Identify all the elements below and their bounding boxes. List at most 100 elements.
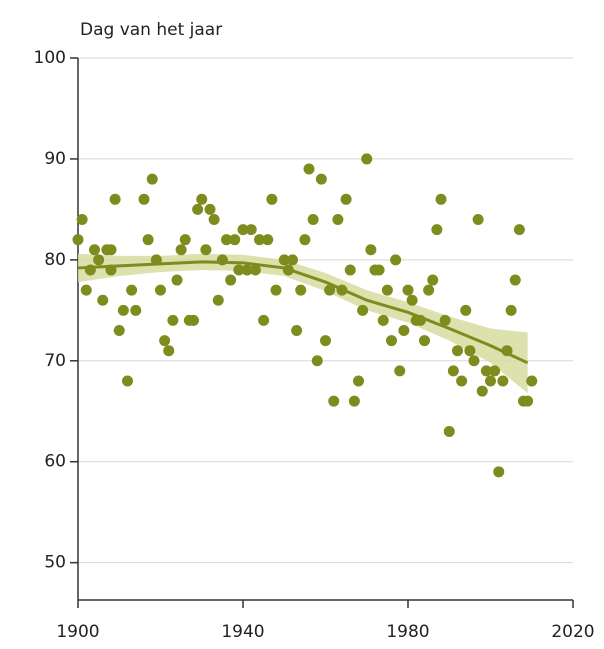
point — [357, 304, 369, 316]
y-tick-label: 80 — [44, 250, 66, 270]
point — [192, 203, 204, 215]
point — [109, 193, 121, 205]
point — [386, 335, 397, 347]
point — [138, 193, 150, 205]
point — [295, 284, 307, 296]
point — [225, 274, 237, 286]
point — [163, 345, 175, 357]
point — [390, 254, 402, 266]
point — [76, 213, 88, 225]
point — [245, 224, 257, 236]
point — [113, 325, 125, 337]
point — [526, 375, 538, 387]
point — [105, 244, 117, 256]
point — [311, 355, 323, 367]
point — [522, 395, 534, 407]
point — [493, 466, 505, 478]
point — [188, 314, 199, 326]
point — [254, 234, 265, 246]
point — [435, 193, 447, 205]
point — [340, 193, 352, 205]
point — [443, 425, 455, 437]
point — [221, 234, 232, 246]
point — [431, 224, 443, 236]
point — [212, 294, 224, 306]
point — [258, 314, 270, 326]
point — [365, 244, 377, 256]
point — [89, 244, 100, 256]
point — [402, 284, 414, 296]
point — [142, 234, 154, 246]
point — [175, 244, 187, 256]
point — [237, 224, 249, 236]
point — [468, 355, 480, 367]
point — [93, 254, 105, 266]
point — [480, 365, 492, 377]
point — [291, 325, 303, 337]
point — [452, 345, 463, 357]
point — [324, 284, 336, 296]
point — [406, 294, 418, 306]
point — [509, 274, 521, 286]
point — [171, 274, 183, 286]
point — [381, 284, 393, 296]
point — [497, 375, 509, 387]
y-tick-label: 50 — [44, 553, 66, 573]
point — [344, 264, 356, 276]
x-tick-label: 1980 — [386, 622, 429, 642]
point — [485, 375, 496, 387]
point — [122, 375, 133, 387]
point — [489, 365, 501, 377]
point — [373, 264, 385, 276]
point — [361, 153, 373, 165]
point — [200, 244, 212, 256]
point — [130, 304, 142, 316]
point — [353, 375, 364, 387]
point — [394, 365, 406, 377]
point — [513, 224, 525, 236]
y-tick-label: 60 — [44, 452, 66, 472]
point — [447, 365, 459, 377]
y-tick-label: 90 — [44, 149, 66, 169]
point — [287, 254, 298, 266]
y-tick-label: 70 — [44, 351, 66, 371]
point — [320, 335, 331, 347]
point — [179, 234, 191, 246]
point — [348, 395, 360, 407]
x-tick-label: 2020 — [551, 622, 594, 642]
point — [456, 375, 468, 387]
point — [262, 234, 274, 246]
point — [460, 304, 472, 316]
point — [241, 264, 253, 276]
point — [229, 234, 241, 246]
y-tick-label: 100 — [34, 48, 66, 68]
point — [398, 325, 410, 337]
point — [427, 274, 439, 286]
point — [307, 213, 319, 225]
point — [72, 234, 84, 246]
point — [315, 173, 327, 185]
point — [146, 173, 158, 185]
y-axis-label: Dag van het jaar — [80, 20, 222, 40]
point — [155, 284, 166, 296]
point — [126, 284, 138, 296]
point — [270, 284, 282, 296]
point — [419, 335, 430, 347]
point — [204, 203, 216, 215]
point — [233, 264, 245, 276]
point — [332, 213, 344, 225]
x-tick-label: 1900 — [56, 622, 99, 642]
point — [159, 335, 171, 347]
point — [299, 234, 311, 246]
point — [505, 304, 517, 316]
point — [167, 314, 179, 326]
point — [303, 163, 315, 175]
x-tick-label: 1940 — [221, 622, 264, 642]
point — [464, 345, 476, 357]
point — [377, 314, 389, 326]
point — [117, 304, 129, 316]
point — [278, 254, 290, 266]
point — [80, 284, 92, 296]
point — [439, 314, 451, 326]
